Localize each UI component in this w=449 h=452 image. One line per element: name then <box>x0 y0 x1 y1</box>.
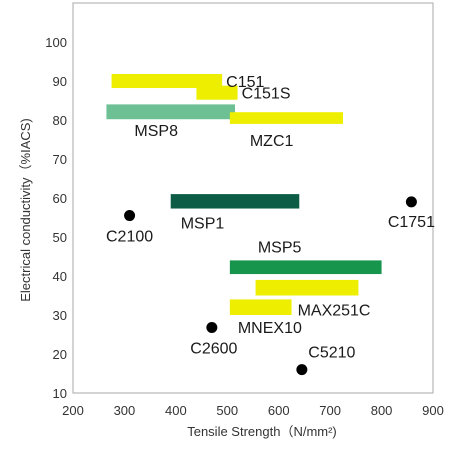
range-bar-msp1 <box>170 194 300 209</box>
point-c2100 <box>124 210 136 222</box>
y-tick-label: 80 <box>53 113 67 128</box>
point-markers <box>124 196 417 376</box>
range-label-c151: C151 <box>226 74 264 91</box>
y-tick-label: 40 <box>53 269 67 284</box>
x-tick-label: 800 <box>371 403 393 418</box>
y-tick-label: 20 <box>53 347 67 362</box>
x-axis-title: Tensile Strength（N/mm²) <box>187 424 337 439</box>
y-axis-title: Electrical conductivity（%IACS) <box>18 118 33 302</box>
plot-frame <box>72 2 434 394</box>
range-bar-c151s <box>196 85 238 100</box>
series-labels: C151C151SMSP8MZC1MSP1MSP5MAX251CMNEX10C2… <box>106 74 435 362</box>
range-label-c151s: C151S <box>242 86 291 103</box>
point-c2600 <box>206 321 218 333</box>
y-tick-label: 60 <box>53 191 67 206</box>
y-tick-label: 70 <box>53 152 67 167</box>
point-label-c5210: C5210 <box>308 345 355 362</box>
point-c5210 <box>296 364 308 376</box>
range-label-max251c: MAX251C <box>298 303 371 320</box>
range-bar-c151 <box>111 73 223 89</box>
range-bar-mnex10 <box>229 299 292 315</box>
range-bar-max251c <box>255 279 359 296</box>
x-tick-label: 200 <box>62 403 84 418</box>
range-label-mzc1: MZC1 <box>250 133 294 150</box>
range-bar-mzc1 <box>229 112 343 124</box>
x-tick-label: 700 <box>319 403 341 418</box>
range-bars <box>106 73 382 315</box>
x-tick-label: 300 <box>114 403 136 418</box>
range-bar-msp8 <box>106 104 235 120</box>
y-tick-label: 100 <box>45 35 67 50</box>
range-label-mnex10: MNEX10 <box>238 320 302 337</box>
x-tick-label: 500 <box>216 403 238 418</box>
range-bar-msp5 <box>229 260 382 275</box>
x-tick-label: 400 <box>165 403 187 418</box>
point-label-c2100: C2100 <box>106 229 153 246</box>
y-tick-label: 30 <box>53 308 67 323</box>
range-label-msp1: MSP1 <box>181 216 225 233</box>
y-tick-label: 10 <box>53 386 67 401</box>
x-tick-label: 900 <box>422 403 444 418</box>
point-c1751 <box>405 196 417 208</box>
y-tick-label: 90 <box>53 74 67 89</box>
x-tick-labels: 200 300 400 500 600 700 800 900 <box>62 403 444 418</box>
point-label-c2600: C2600 <box>190 340 237 357</box>
range-label-msp8: MSP8 <box>134 123 178 140</box>
range-label-msp5: MSP5 <box>258 239 302 256</box>
point-label-c1751: C1751 <box>388 214 435 231</box>
x-tick-label: 600 <box>268 403 290 418</box>
y-tick-labels: 10 20 30 40 50 60 70 80 90 100 <box>45 35 67 401</box>
y-tick-label: 50 <box>53 230 67 245</box>
